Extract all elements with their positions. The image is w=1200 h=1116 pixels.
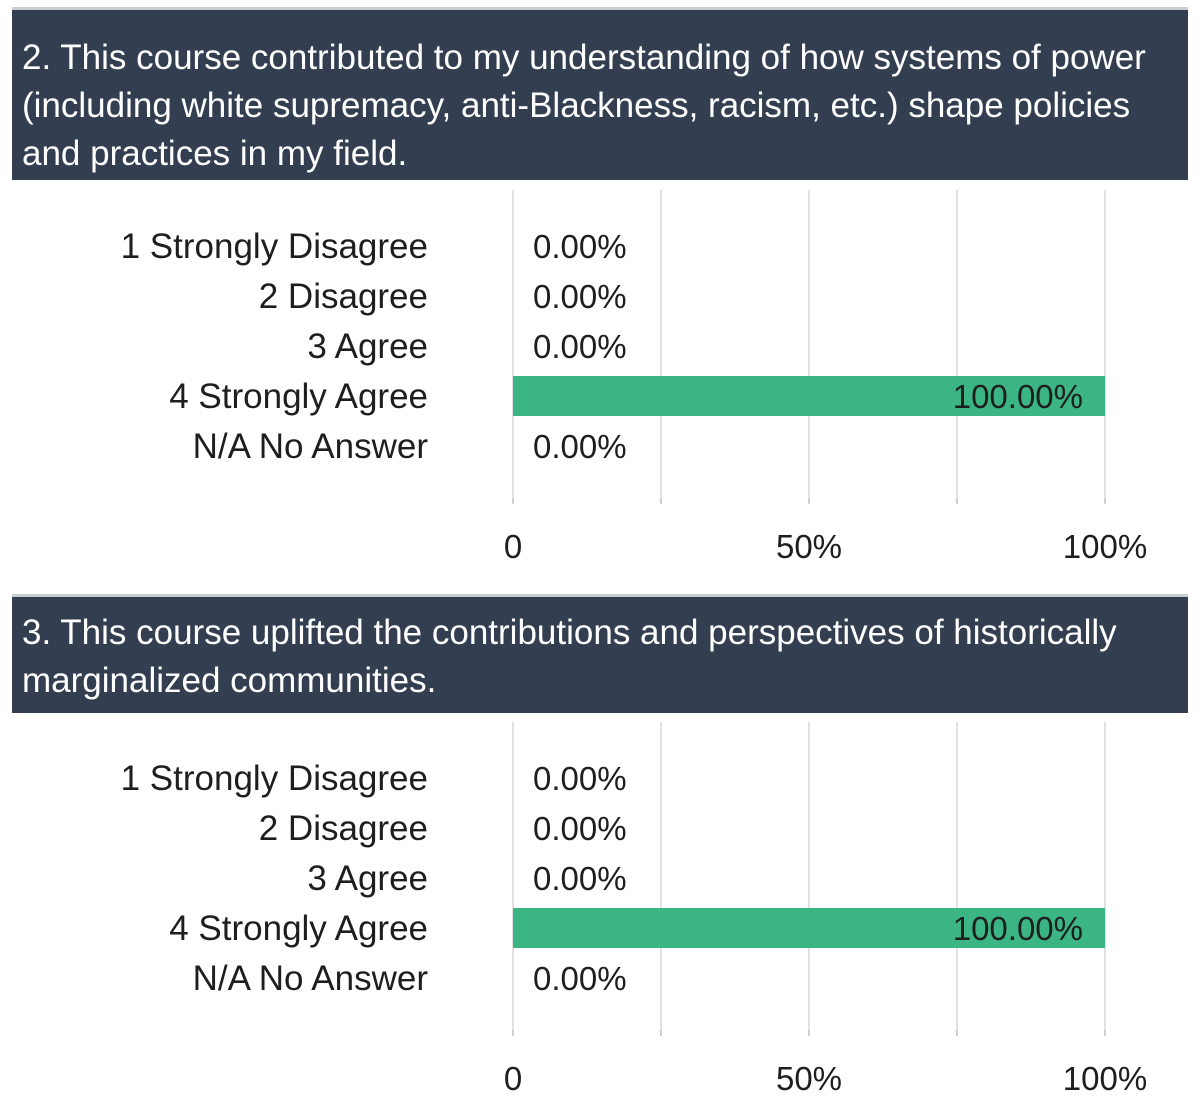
q3-value-label: 100.00%	[953, 910, 1083, 947]
q3-value-label: 0.00%	[533, 760, 627, 797]
question-2-chart: 1 Strongly Disagree 0.00% 2 Disagree 0.00% 3…	[121, 190, 1147, 565]
q2-category-label: 4 Strongly Agree	[169, 377, 428, 416]
q2-value-label: 0.00%	[533, 228, 627, 265]
q3-category-label: N/A No Answer	[193, 959, 429, 998]
q2-category-label: N/A No Answer	[193, 427, 429, 466]
q2-category-label: 2 Disagree	[259, 277, 428, 316]
q3-value-label: 0.00%	[533, 960, 627, 997]
q2-category-label: 3 Agree	[307, 327, 428, 366]
q3-category-label: 1 Strongly Disagree	[121, 759, 428, 798]
question-2-title: 2. This course contributed to my underst…	[22, 38, 1146, 173]
q3-category-label: 2 Disagree	[259, 809, 428, 848]
q3-x-tick-label: 50%	[776, 1060, 842, 1097]
q2-x-tick-label: 0	[504, 528, 522, 565]
question-2-header: 2. This course contributed to my underst…	[12, 7, 1188, 180]
q2-value-label: 0.00%	[533, 428, 627, 465]
q3-x-tick-label: 100%	[1063, 1060, 1147, 1097]
q2-value-label: 0.00%	[533, 328, 627, 365]
question-3-chart: 1 Strongly Disagree 0.00% 2 Disagree 0.00% 3…	[121, 722, 1147, 1097]
q2-value-label: 0.00%	[533, 278, 627, 315]
question-3-header: 3. This course uplifted the contribution…	[12, 594, 1188, 713]
q2-value-label: 100.00%	[953, 378, 1083, 415]
question-3-title: 3. This course uplifted the contribution…	[22, 613, 1117, 700]
q3-value-label: 0.00%	[533, 860, 627, 897]
q2-category-label: 1 Strongly Disagree	[121, 227, 428, 266]
q3-category-label: 3 Agree	[307, 859, 428, 898]
q3-bar	[513, 908, 1105, 948]
q3-category-label: 4 Strongly Agree	[169, 909, 428, 948]
q2-x-tick-label: 100%	[1063, 528, 1147, 565]
q3-x-tick-label: 0	[504, 1060, 522, 1097]
q2-bar	[513, 376, 1105, 416]
q3-value-label: 0.00%	[533, 810, 627, 847]
q2-x-tick-label: 50%	[776, 528, 842, 565]
